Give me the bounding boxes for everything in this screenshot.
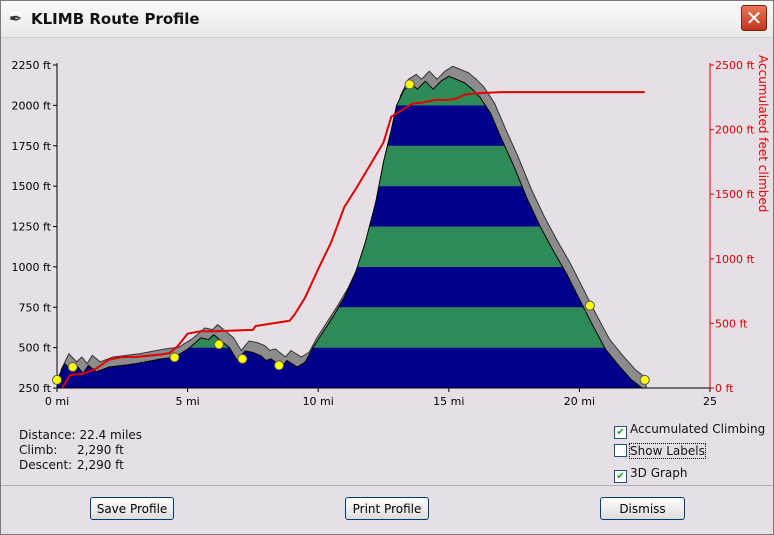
3d-graph-option[interactable]: ✔ 3D Graph	[614, 466, 688, 483]
profile-outline	[56, 75, 644, 389]
x-tick-label: 5 mi	[175, 395, 199, 408]
distance-value: 22.4 miles	[79, 428, 143, 442]
climb-label: Climb:	[19, 443, 58, 457]
title-bar[interactable]: ✒ KLIMB Route Profile ✕	[1, 1, 773, 38]
waypoint-marker	[52, 374, 62, 385]
elevation-band	[57, 226, 643, 267]
y2-tick-label: 500 ft	[715, 317, 748, 330]
accumulated-climbing-label[interactable]: Accumulated Climbing	[630, 422, 766, 436]
x-tick-label: 20 mi	[564, 395, 595, 408]
show-labels-option[interactable]: Show Labels	[614, 443, 706, 459]
elevation-band	[57, 145, 643, 187]
climb-stat: Climb: 2,290 ft	[19, 443, 142, 458]
show-labels-checkbox[interactable]	[614, 444, 627, 457]
elevation-band	[57, 76, 643, 106]
footer-divider	[1, 485, 773, 486]
accumulated-climbing-checkbox[interactable]: ✔	[614, 426, 627, 439]
waypoint-marker	[274, 360, 285, 371]
elevation-profile-chart: 250 ft 500 ft 750 ft 1000 ft 1250 ft 1500 ft 1…	[12, 55, 770, 408]
waypoint-marker	[639, 374, 650, 385]
x-tick-label: 10 mi	[303, 395, 334, 408]
distance-stat: Distance: 22.4 miles	[19, 428, 142, 443]
accumulated-climbing-option[interactable]: ✔ Accumulated Climbing	[614, 422, 766, 439]
waypoint-marker	[584, 300, 595, 311]
y-tick-label: 2000 ft	[12, 99, 52, 112]
y2-tick-label: 2500 ft	[715, 59, 755, 72]
route-stats: Distance: 22.4 miles Climb: 2,290 ft Desce…	[19, 428, 142, 473]
dismiss-button[interactable]: Dismiss	[600, 497, 685, 520]
elevation-bands	[57, 76, 643, 388]
3d-graph-label[interactable]: 3D Graph	[630, 466, 688, 480]
save-profile-button[interactable]: Save Profile	[90, 497, 174, 520]
distance-label: Distance:	[19, 428, 76, 442]
waypoint-marker	[67, 362, 78, 373]
y-tick-label: 2250 ft	[12, 59, 52, 72]
waypoint-marker	[237, 353, 248, 364]
y-tick-label: 500 ft	[19, 342, 52, 355]
accumulated-climbing-line	[61, 91, 645, 389]
y-tick-label: 250 ft	[19, 382, 52, 395]
climb-value: 2,290 ft	[77, 443, 124, 457]
elevation-band	[57, 186, 643, 227]
close-button[interactable]: ✕	[741, 5, 767, 31]
waypoint-marker	[404, 79, 415, 90]
3d-graph-checkbox[interactable]: ✔	[614, 470, 627, 483]
y-tick-label: 750 ft	[19, 301, 52, 314]
descent-stat: Descent: 2,290 ft	[19, 458, 142, 473]
descent-label: Descent:	[19, 458, 73, 472]
y-tick-label: 1250 ft	[12, 221, 52, 234]
y2-tick-label: 2000 ft	[715, 124, 755, 137]
y2-tick-label: 0 ft	[715, 382, 734, 395]
window-title: KLIMB Route Profile	[31, 10, 200, 28]
y2-tick-label: 1500 ft	[715, 188, 755, 201]
y-tick-label: 1000 ft	[12, 261, 52, 274]
x-tick-label: 0 mi	[45, 395, 69, 408]
y-tick-label: 1500 ft	[12, 180, 52, 193]
feather-icon: ✒	[9, 9, 23, 28]
waypoint-marker	[169, 352, 180, 363]
x-tick-label: 15 mi	[433, 395, 464, 408]
elevation-band	[57, 266, 643, 308]
waypoint-marker	[213, 339, 224, 350]
y2-tick-label: 1000 ft	[715, 253, 755, 266]
y2-axis-title: Accumulated feet climbed	[756, 55, 770, 212]
descent-value: 2,290 ft	[77, 458, 124, 472]
show-labels-label[interactable]: Show Labels	[629, 443, 706, 459]
print-profile-button[interactable]: Print Profile	[345, 497, 429, 520]
x-tick-label: 25	[703, 395, 717, 408]
y-tick-label: 1750 ft	[12, 140, 52, 153]
